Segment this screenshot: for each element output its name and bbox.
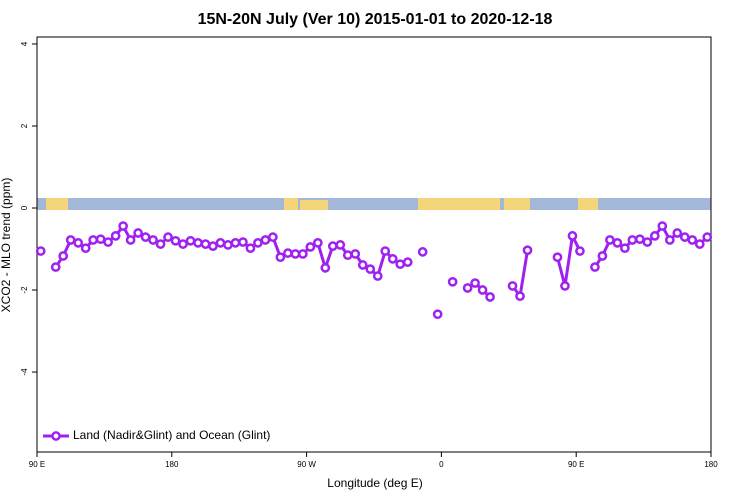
data-point (103, 237, 113, 247)
x-tick-label: 180 (165, 460, 179, 469)
data-point (298, 249, 308, 259)
data-point (320, 263, 331, 273)
data-point (283, 248, 293, 258)
data-point (260, 235, 271, 245)
data-point (470, 278, 480, 288)
data-point (372, 271, 383, 281)
data-point (290, 249, 301, 259)
data-point (687, 235, 698, 245)
data-point (649, 231, 660, 241)
y-tick-label: 2 (20, 123, 29, 128)
y-tick-label: 4 (20, 41, 29, 46)
data-point (88, 235, 99, 245)
data-point (50, 262, 61, 272)
data-point (485, 292, 495, 302)
data-point (73, 238, 84, 248)
data-point (200, 239, 211, 249)
data-point (58, 251, 69, 261)
data-point (567, 231, 578, 241)
land-ocean-strip (37, 198, 711, 210)
data-point (35, 246, 46, 256)
data-point (679, 232, 690, 242)
data-point (432, 309, 443, 320)
y-tick-label: -2 (20, 286, 29, 294)
data-point (170, 235, 181, 246)
data-point (245, 243, 256, 254)
data-point (357, 260, 368, 270)
x-tick-label: 90 E (568, 460, 584, 469)
data-point (387, 254, 398, 264)
data-point (125, 235, 136, 245)
data-point (178, 239, 188, 249)
data-point (305, 242, 316, 252)
data-point (380, 246, 391, 256)
data-point (148, 235, 158, 245)
data-point (672, 228, 683, 238)
data-point (552, 252, 563, 263)
data-point (133, 228, 143, 238)
data-point (597, 251, 608, 261)
data-point (140, 232, 151, 242)
data-point (447, 276, 458, 287)
y-tick-label: 0 (20, 205, 29, 210)
data-point (612, 238, 623, 248)
plot-frame (36, 36, 712, 453)
data-point (80, 243, 91, 254)
data-point (477, 285, 488, 295)
data-point (208, 241, 218, 251)
data-point (163, 232, 173, 242)
data-point (118, 221, 128, 231)
data-point (365, 264, 376, 274)
data-point (515, 291, 525, 302)
data-point (350, 249, 361, 259)
legend-label: Land (Nadir&Glint) and Ocean (Glint) (73, 428, 270, 442)
data-point (462, 283, 473, 293)
data-point (605, 235, 615, 245)
data-point (620, 243, 630, 254)
data-point (335, 240, 346, 250)
data-point (657, 221, 668, 231)
chart-title: 15N-20N July (Ver 10) 2015-01-01 to 2020… (198, 11, 553, 28)
data-point (275, 252, 286, 263)
data-point (642, 237, 653, 247)
data-point (253, 238, 263, 248)
data-point (193, 238, 203, 248)
y-axis-title: XCO2 - MLO trend (ppm) (0, 178, 13, 313)
data-point (238, 237, 248, 247)
data-point (268, 232, 278, 242)
data-point (417, 247, 428, 257)
data-point (312, 238, 323, 248)
data-point (590, 262, 600, 272)
data-point (155, 239, 166, 249)
data-point (65, 235, 76, 245)
legend-marker (51, 431, 61, 441)
data-point (664, 235, 675, 245)
data-point (702, 232, 713, 242)
x-tick-label: 180 (704, 460, 718, 469)
x-tick-label: 90 E (29, 460, 45, 469)
data-point (230, 238, 241, 248)
data-point (342, 250, 353, 261)
data-point (522, 245, 533, 256)
data-point (395, 259, 406, 270)
data-point (110, 231, 121, 241)
x-axis-title: Longitude (deg E) (327, 476, 422, 490)
data-point (694, 239, 705, 249)
data-point (575, 246, 585, 256)
y-tick-label: -4 (20, 368, 29, 376)
data-point (327, 241, 338, 251)
data-point (95, 234, 106, 245)
data-point (402, 257, 413, 267)
data-point (223, 240, 233, 250)
data-point (185, 235, 196, 246)
data-point (507, 281, 518, 291)
x-tick-label: 0 (439, 460, 444, 469)
data-point (215, 238, 226, 248)
x-tick-label: 90 W (297, 460, 316, 469)
data-point (627, 235, 638, 245)
data-point (635, 234, 645, 245)
data-point (560, 281, 570, 291)
